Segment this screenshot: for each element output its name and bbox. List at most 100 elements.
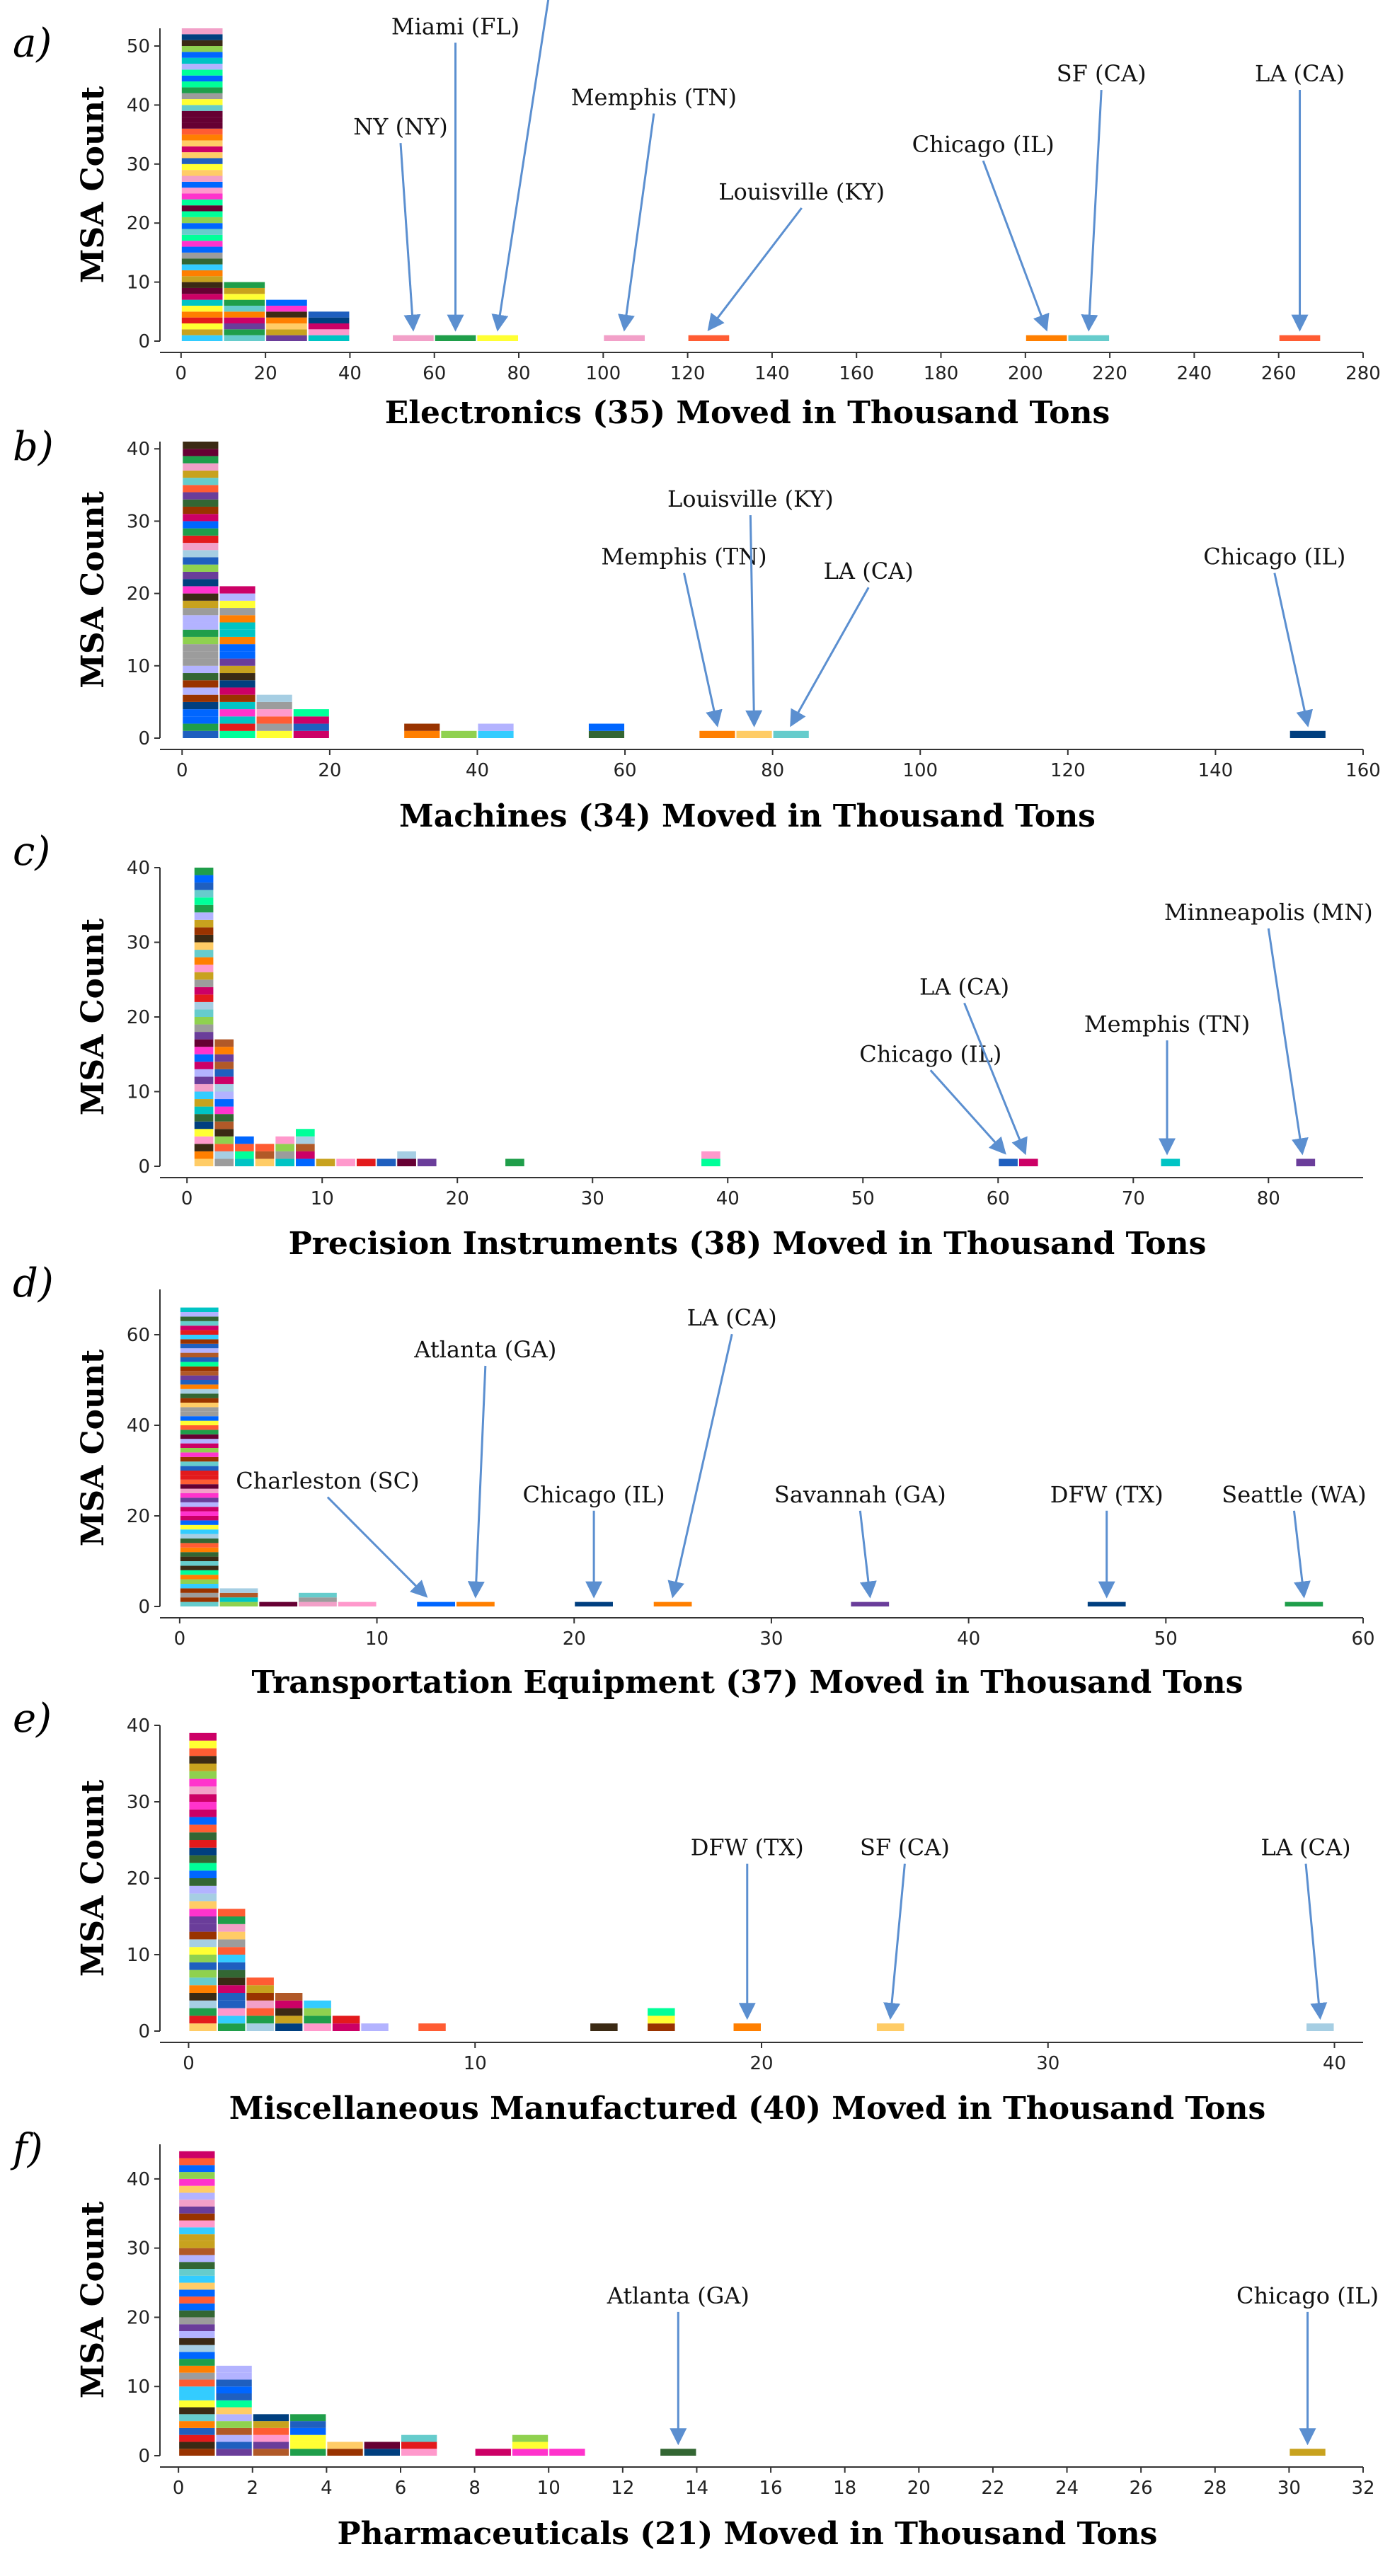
annotation-label: LA (CA) (1261, 1834, 1351, 1861)
y-tick-label: 10 (127, 1082, 150, 1103)
x-tick-label: 140 (1198, 760, 1234, 781)
annotation: Savannah (GA) (774, 1481, 946, 1599)
bar (736, 730, 772, 738)
bar (1161, 1158, 1181, 1166)
y-tick-label: 40 (127, 1415, 150, 1437)
annotation-label: SF (CA) (860, 1834, 950, 1861)
x-tick-label: 40 (716, 1188, 740, 1209)
bar (219, 586, 255, 738)
annotation: Memphis (TN) (601, 544, 767, 728)
y-tick-label: 20 (127, 1506, 150, 1527)
x-tick-label: 200 (1008, 363, 1043, 384)
annotation: Chicago (IL) (1236, 2282, 1379, 2446)
x-axis-title: Precision Instruments (38) Moved in Thou… (289, 1226, 1207, 1262)
x-tick-label: 40 (1323, 2053, 1346, 2074)
bar (308, 311, 350, 341)
x-axis-title: Transportation Equipment (37) Moved in T… (252, 1664, 1243, 1701)
bar (377, 1158, 396, 1166)
x-tick-label: 70 (1122, 1188, 1145, 1209)
annotation-label: DFW (TX) (691, 1834, 804, 1861)
panel-letter: c) (13, 829, 50, 875)
y-tick-label: 10 (127, 2376, 150, 2398)
bar (246, 1977, 274, 2031)
bar (338, 1602, 377, 1606)
annotation-arrow (467, 1365, 487, 1599)
annotation: DFW (TX) (491, 0, 550, 332)
annotation-arrow (929, 1069, 1006, 1155)
annotation-arrow (1304, 1863, 1328, 2020)
bar (299, 1592, 337, 1606)
x-tick-label: 30 (581, 1188, 604, 1209)
y-axis-label: MSA Count (75, 491, 111, 689)
y-tick-label: 40 (127, 95, 150, 116)
panel-e: e) MSA Count 0 10 20 30 40 0 10 20 30 40 DFW (TX) SF … (13, 1696, 1363, 2127)
x-tick-label: 160 (1345, 760, 1381, 781)
bar (1018, 1158, 1038, 1166)
annotation: LA (CA) (790, 558, 914, 728)
bar (235, 1136, 254, 1166)
bar (1306, 2023, 1334, 2031)
x-tick-label: 20 (254, 363, 277, 384)
bar (259, 1602, 298, 1606)
bar (648, 2008, 675, 2031)
y-tick-label: 0 (138, 331, 150, 352)
bar (256, 694, 292, 738)
y-tick-label: 30 (127, 2238, 150, 2260)
bar (183, 442, 219, 738)
annotation-label: Chicago (IL) (859, 1040, 1001, 1067)
x-tick-label: 80 (761, 760, 784, 781)
x-tick-label: 160 (839, 363, 874, 384)
x-axis-title: Pharmaceuticals (21) Moved in Thousand T… (338, 2516, 1158, 2552)
panel-letter: a) (13, 21, 52, 67)
bar (701, 1151, 720, 1166)
bar (418, 2023, 446, 2031)
annotation-label: Seattle (WA) (1222, 1481, 1366, 1508)
x-tick-label: 10 (311, 1188, 334, 1209)
bar (999, 1158, 1018, 1166)
x-tick-label: 28 (1203, 2478, 1227, 2499)
x-tick-label: 30 (1036, 2053, 1059, 2074)
annotation-arrow (745, 514, 763, 728)
annotation-label: Memphis (TN) (601, 544, 766, 570)
annotation-label: Chicago (IL) (1236, 2282, 1379, 2309)
annotation: Memphis (TN) (1084, 1011, 1250, 1156)
annotation: Chicago (IL) (912, 131, 1055, 332)
x-tick-label: 20 (907, 2478, 931, 2499)
x-tick-label: 280 (1345, 363, 1381, 384)
annotation-label: Chicago (IL) (1203, 544, 1345, 570)
y-tick-label: 40 (127, 1715, 150, 1737)
bar (364, 2442, 400, 2456)
annotation-arrow (1273, 573, 1314, 728)
y-tick-label: 10 (127, 272, 150, 294)
annotation: Louisville (KY) (667, 485, 834, 728)
x-axis-title: Electronics (35) Moved in Thousand Tons (385, 395, 1110, 431)
annotation-label: Charleston (SC) (236, 1468, 419, 1495)
annotation-arrow (858, 1510, 877, 1599)
x-tick-label: 20 (563, 1628, 586, 1650)
x-tick-label: 20 (446, 1188, 469, 1209)
bar (327, 2442, 363, 2456)
bar (575, 1602, 613, 1606)
x-tick-label: 180 (924, 363, 959, 384)
x-tick-label: 0 (181, 1188, 193, 1209)
x-tick-label: 50 (1154, 1628, 1178, 1650)
bar (1279, 335, 1321, 341)
annotation-arrow (326, 1496, 428, 1598)
y-tick-label: 0 (138, 1156, 150, 1178)
annotation-label: Chicago (IL) (912, 131, 1055, 158)
annotation-arrow (1081, 89, 1103, 332)
bar (688, 335, 730, 341)
bar (505, 1158, 524, 1166)
x-axis-title: Miscellaneous Manufactured (40) Moved in… (229, 2091, 1265, 2127)
annotation: Charleston (SC) (236, 1468, 428, 1598)
annotation: Atlanta (GA) (413, 1336, 556, 1599)
bar (296, 1129, 315, 1166)
annotation: DFW (TX) (1050, 1481, 1164, 1599)
bar (401, 2434, 437, 2456)
y-tick-label: 50 (127, 36, 150, 57)
bar (456, 1602, 495, 1606)
panel-letter: d) (13, 1260, 54, 1306)
annotation-arrow (963, 1002, 1028, 1156)
x-tick-label: 140 (754, 363, 790, 384)
